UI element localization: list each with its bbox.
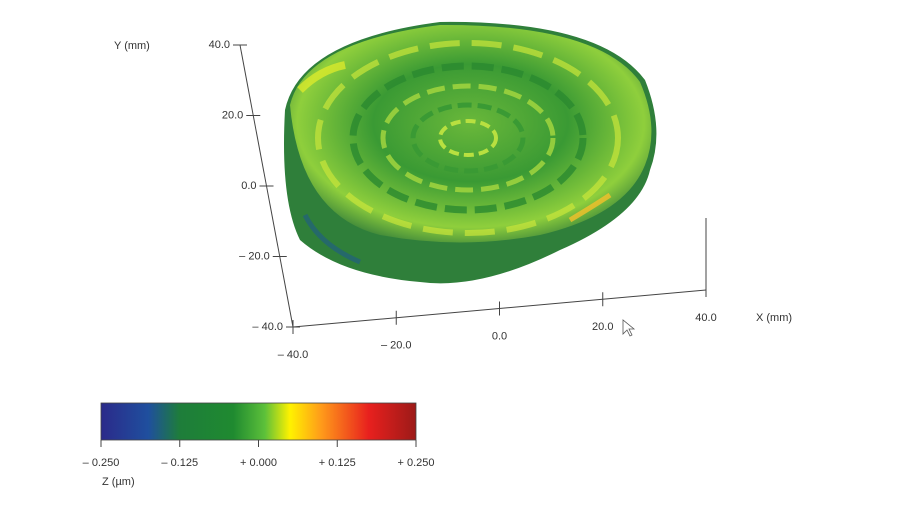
x-tick-label: – 20.0 (381, 340, 412, 352)
colorbar-tick-label: + 0.125 (319, 457, 356, 469)
surface (284, 21, 657, 284)
colorbar-tick-label: – 0.125 (161, 457, 198, 469)
y-axis-title: Y (mm) (114, 40, 150, 52)
x-axis-title: X (mm) (756, 312, 792, 324)
colorbar (100, 402, 417, 441)
y-tick-label: 0.0 (241, 180, 256, 192)
cursor (622, 319, 636, 337)
colorbar-tick-label: – 0.250 (83, 457, 120, 469)
x-tick-label: – 40.0 (278, 349, 309, 361)
y-tick-label: 40.0 (209, 39, 230, 51)
colorbar-title: Z (µm) (102, 476, 135, 488)
colorbar-tick-label: + 0.000 (240, 457, 277, 469)
x-tick-label: 20.0 (592, 321, 613, 333)
x-tick-label: 40.0 (695, 312, 716, 324)
y-tick-label: – 20.0 (239, 250, 270, 262)
colorbar-tick-label: + 0.250 (397, 457, 434, 469)
y-tick-label: – 40.0 (252, 321, 283, 333)
y-tick-label: 20.0 (222, 109, 243, 121)
x-tick-label: 0.0 (492, 330, 507, 342)
